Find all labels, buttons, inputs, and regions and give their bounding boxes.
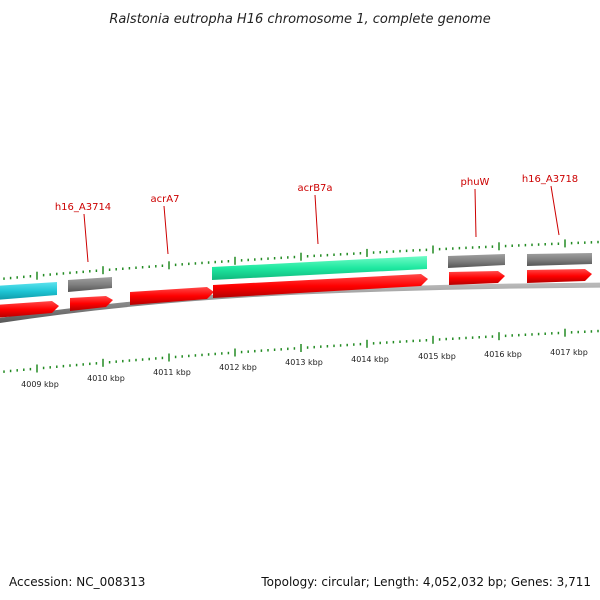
gene-label: acrB7a bbox=[297, 183, 332, 194]
gene-label: h16_A3718 bbox=[522, 174, 578, 185]
ruler-label: 4009 kbp bbox=[21, 380, 59, 389]
gene-label-leader bbox=[163, 205, 169, 255]
ruler-label: 4013 kbp bbox=[285, 358, 323, 367]
gene-label: phuW bbox=[461, 177, 490, 188]
ruler-label: 4017 kbp bbox=[550, 348, 588, 357]
feature-red-partial bbox=[0, 301, 59, 318]
feature-acrA7 bbox=[130, 287, 214, 305]
feature-h16-A3718-red bbox=[527, 269, 592, 283]
ruler-labels: 4009 kbp 4010 kbp 4011 kbp 4012 kbp 4013… bbox=[21, 348, 588, 389]
feature-cyan-partial bbox=[0, 282, 57, 300]
gene-label-leader bbox=[550, 185, 560, 236]
lower-tick-marks bbox=[3, 328, 599, 373]
ruler-label: 4012 kbp bbox=[219, 363, 257, 372]
gene-labels: h16_A3714 acrA7 acrB7a phuW h16_A3718 bbox=[55, 174, 578, 263]
feature-h16-A3714 bbox=[68, 277, 112, 292]
feature-acrB7a-red bbox=[213, 274, 428, 298]
ruler-label: 4016 kbp bbox=[484, 350, 522, 359]
ruler-label: 4011 kbp bbox=[153, 368, 191, 377]
gene-label-leader bbox=[474, 188, 477, 238]
map-title: Ralstonia eutropha H16 chromosome 1, com… bbox=[109, 12, 490, 27]
feature-h16-A3718 bbox=[527, 253, 592, 266]
upper-tick-marks bbox=[3, 239, 599, 280]
accession-text: Accession: NC_008313 bbox=[9, 575, 145, 589]
feature-red-h16-A3714 bbox=[70, 296, 113, 311]
gene-label-leader bbox=[314, 194, 319, 245]
gene-label: h16_A3714 bbox=[55, 202, 111, 213]
ruler-label: 4014 kbp bbox=[351, 355, 389, 364]
gene-label-leader bbox=[83, 213, 89, 263]
ruler-label: 4015 kbp bbox=[418, 352, 456, 361]
feature-phuW-red bbox=[449, 271, 505, 285]
gene-label: acrA7 bbox=[151, 194, 180, 205]
feature-phuW bbox=[448, 254, 505, 268]
gene-features bbox=[0, 253, 592, 318]
genome-summary-text: Topology: circular; Length: 4,052,032 bp… bbox=[260, 575, 591, 589]
ruler-label: 4010 kbp bbox=[87, 374, 125, 383]
feature-acrB7a bbox=[212, 256, 427, 280]
